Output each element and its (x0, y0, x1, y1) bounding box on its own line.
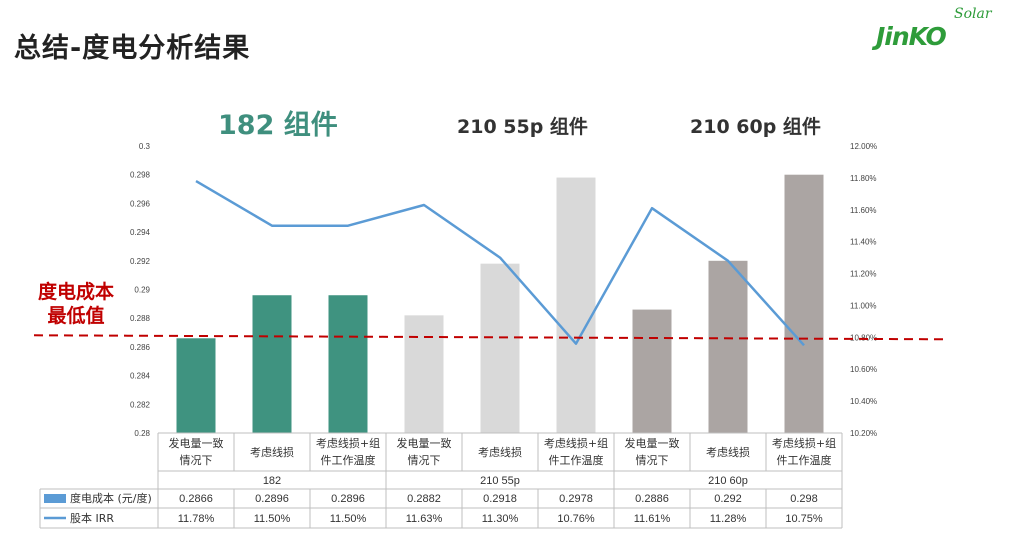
table-value-irr: 10.76% (557, 513, 595, 525)
bar-cost-7 (632, 309, 672, 433)
bar-cost-5 (480, 263, 520, 433)
table-value-irr: 11.63% (406, 513, 443, 525)
table-value-irr: 10.75% (785, 513, 823, 525)
category-label: 考虑线损 (478, 445, 522, 459)
group-label-210-60p: 210 60p 组件 (690, 116, 821, 138)
category-label: 件工作温度 (777, 453, 832, 467)
y-left-tick-label: 0.29 (134, 286, 150, 295)
category-label: 考虑线损 (250, 445, 294, 459)
min-cost-annotation-line1: 度电成本 (37, 281, 114, 303)
bar-cost-3 (328, 295, 368, 433)
category-label: 情况下 (636, 454, 669, 467)
category-label: 考虑线损+组 (772, 436, 836, 450)
table-value-cost: 0.292 (714, 493, 742, 505)
y-right-tick-label: 11.60% (850, 206, 877, 215)
table-value-cost: 0.2896 (331, 493, 365, 505)
table-value-irr: 11.61% (634, 513, 671, 525)
category-label: 考虑线损+组 (544, 436, 608, 450)
bar-cost-2 (252, 295, 292, 433)
min-cost-annotation-line2: 最低值 (47, 305, 105, 327)
brand-logo: JinKO Solar (872, 6, 1000, 54)
group-label-182: 182 组件 (218, 110, 338, 141)
group-name-label: 182 (263, 475, 281, 487)
table-value-irr: 11.50% (330, 513, 367, 525)
table-value-cost: 0.2978 (559, 493, 593, 505)
legend-label-cost: 度电成本 (元/度) (70, 491, 152, 505)
category-label: 考虑线损 (706, 445, 750, 459)
table-value-irr: 11.28% (710, 513, 747, 525)
y-left-tick-label: 0.298 (130, 171, 151, 180)
min-cost-reference-line (33, 334, 949, 341)
table-value-cost: 0.2896 (255, 493, 289, 505)
y-right-tick-label: 11.40% (850, 238, 877, 247)
table-value-cost: 0.2866 (179, 493, 213, 505)
y-left-tick-label: 0.286 (130, 343, 151, 352)
y-left-tick-label: 0.294 (130, 228, 151, 237)
legend-label-irr: 股本 IRR (70, 511, 114, 525)
category-label: 发电量一致 (625, 436, 680, 450)
table-value-cost: 0.2886 (635, 493, 669, 505)
group-label-210-55p: 210 55p 组件 (457, 116, 588, 138)
y-right-tick-label: 11.20% (850, 270, 877, 279)
table-value-cost: 0.2918 (483, 493, 517, 505)
category-label: 考虑线损+组 (316, 436, 380, 450)
y-right-tick-label: 11.80% (850, 174, 877, 183)
table-value-irr: 11.78% (178, 513, 215, 525)
category-label: 发电量一致 (169, 436, 224, 450)
group-name-label: 210 55p (480, 475, 520, 487)
bar-cost-8 (708, 260, 748, 433)
bar-cost-6 (556, 177, 596, 433)
category-label: 情况下 (408, 454, 441, 467)
y-left-tick-label: 0.288 (130, 314, 151, 323)
y-right-tick-label: 10.60% (850, 365, 877, 374)
category-label: 件工作温度 (321, 453, 376, 467)
table-value-irr: 11.30% (482, 513, 519, 525)
y-left-tick-label: 0.296 (130, 199, 151, 208)
y-left-tick-label: 0.282 (130, 400, 151, 409)
category-label: 发电量一致 (397, 436, 452, 450)
min-cost-annotation: 度电成本 最低值 (28, 280, 124, 328)
y-left-tick-label: 0.3 (139, 142, 151, 151)
y-right-tick-label: 11.00% (850, 301, 877, 310)
table-value-cost: 0.2882 (407, 493, 441, 505)
y-right-tick-label: 10.40% (850, 397, 877, 406)
bar-cost-1 (176, 338, 216, 433)
y-left-tick-label: 0.284 (130, 372, 151, 381)
y-right-tick-label: 10.80% (850, 333, 877, 342)
logo-wordmark: JinKO (876, 22, 947, 51)
y-left-tick-label: 0.292 (130, 257, 151, 266)
bar-cost-4 (404, 315, 444, 433)
y-right-tick-label: 12.00% (850, 142, 877, 151)
table-value-irr: 11.50% (254, 513, 291, 525)
y-right-tick-label: 10.20% (850, 429, 877, 438)
logo-subtext: Solar (954, 6, 992, 22)
category-label: 情况下 (180, 454, 213, 467)
table-value-cost: 0.298 (790, 493, 818, 505)
category-label: 件工作温度 (549, 453, 604, 467)
page-title: 总结-度电分析结果 (14, 33, 251, 64)
y-left-tick-label: 0.28 (134, 429, 150, 438)
legend-swatch-cost (44, 494, 66, 503)
bar-cost-9 (784, 174, 824, 433)
group-name-label: 210 60p (708, 475, 748, 487)
